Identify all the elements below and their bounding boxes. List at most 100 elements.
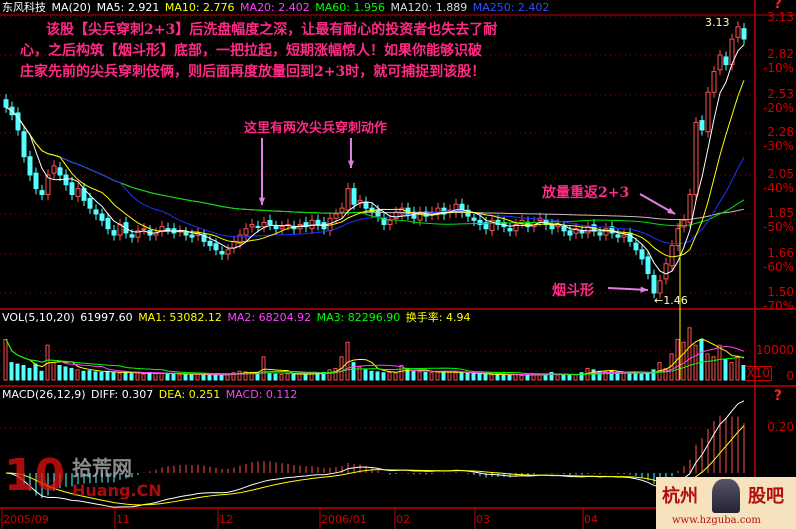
candle-body — [225, 249, 231, 255]
volume-bar — [447, 371, 452, 381]
candle-body — [357, 199, 363, 203]
candle-body — [249, 224, 255, 228]
volume-bar — [417, 371, 422, 381]
candle-body — [585, 226, 591, 234]
candle-body — [393, 211, 399, 219]
candle-body — [399, 207, 405, 215]
volume-bar — [441, 370, 446, 381]
vol-ma3: MA3: 82296.90 — [316, 311, 401, 324]
candle-body — [723, 56, 729, 66]
date-label: 12 — [219, 513, 233, 526]
logo-cn2: 股吧 — [748, 486, 784, 507]
date-label: 11 — [116, 513, 130, 526]
candle-body — [633, 242, 639, 251]
macd-tick-label: 0.20 — [767, 420, 794, 434]
ma250-value: MA250: 2.402 — [472, 1, 550, 14]
volume-bar — [159, 372, 164, 381]
candle-body — [45, 174, 51, 195]
percent-tick-label: -20% — [762, 101, 794, 115]
candle-body — [333, 213, 339, 219]
volume-bar — [633, 373, 638, 381]
annotation-line-3: 庄家先前的尖兵穿刺伎俩，则后面再度放量回到2+3时，就可捕捉到该股！ — [20, 64, 486, 80]
candle-body — [381, 217, 387, 226]
volume-bar — [381, 372, 386, 381]
volume-bar — [513, 373, 518, 381]
volume-bar — [153, 372, 158, 381]
arrow-return-head — [667, 207, 675, 214]
volume-bar — [81, 370, 86, 381]
candle-body — [87, 197, 93, 209]
price-tick-label: 3.13 — [767, 10, 794, 24]
return-label: 放量重返2+3 — [542, 185, 630, 201]
candle-body — [741, 28, 747, 40]
candle-body — [681, 219, 687, 228]
volume-bar — [21, 365, 26, 381]
volume-bar — [549, 371, 554, 381]
candle-body — [243, 228, 249, 236]
candle-body — [483, 222, 489, 230]
vol-ma3-line — [5, 339, 745, 375]
candle-body — [261, 221, 267, 228]
candle-body — [513, 224, 519, 232]
candle-body — [351, 188, 357, 205]
candle-body — [705, 91, 711, 133]
volume-bar — [717, 344, 722, 381]
volume-bar — [309, 373, 314, 381]
volume-bar — [531, 374, 536, 381]
candle-body — [495, 219, 501, 226]
pipe-label: 烟斗形 — [552, 283, 594, 299]
volume-bar — [129, 373, 134, 381]
candle-body — [69, 182, 75, 196]
percent-tick-label: -30% — [762, 139, 794, 153]
hzguba-logo: 杭州 股吧 www.hzguba.com — [656, 477, 796, 529]
candle-body — [699, 120, 705, 131]
candle-body — [183, 232, 189, 236]
candle-body — [711, 71, 717, 93]
candle-body — [15, 112, 21, 131]
low-price-label: ←1.46 — [654, 294, 688, 307]
high-price-label: 3.13 — [705, 16, 730, 29]
percent-tick-label: -10% — [762, 61, 794, 75]
candle-body — [207, 240, 213, 247]
date-label: 03 — [476, 513, 490, 526]
candle-body — [435, 207, 441, 215]
volume-bar — [297, 373, 302, 381]
price-tick-label: 1.66 — [767, 246, 794, 260]
volume-bar — [243, 371, 248, 381]
volume-bar — [189, 373, 194, 381]
ma10-line — [5, 80, 745, 258]
volume-bar — [27, 367, 32, 381]
vol-label: VOL(5,10,20) — [2, 311, 75, 324]
candle-body — [57, 167, 63, 176]
volume-bar — [3, 338, 8, 381]
volume-bar — [51, 362, 56, 381]
candle-body — [603, 228, 609, 236]
ma20-line — [5, 106, 745, 245]
candle-body — [33, 172, 39, 190]
price-tick-label: 2.28 — [767, 125, 794, 139]
candle-body — [597, 232, 603, 236]
volume-bar — [519, 374, 524, 381]
candle-body — [417, 211, 423, 221]
volume-bar — [63, 366, 68, 381]
candle-body — [387, 219, 393, 226]
volume-tick-label: 10000 — [755, 343, 794, 357]
volume-bar — [333, 367, 338, 381]
candle-body — [51, 165, 57, 174]
volume-bar — [729, 362, 734, 381]
volume-bar — [327, 369, 332, 381]
candle-body — [75, 188, 81, 197]
candle-body — [465, 209, 471, 217]
volume-bar — [705, 353, 710, 381]
annotation-line-1: 该股【尖兵穿刺2+3】后洗盘幅度之深，让最有耐心的投资者也失去了耐 — [46, 22, 498, 38]
candle-body — [675, 228, 681, 247]
candle-body — [267, 220, 273, 226]
volume-bar — [141, 373, 146, 381]
percent-tick-label: -50% — [762, 220, 794, 234]
logo-cn1: 杭州 — [662, 486, 698, 507]
candle-body — [609, 226, 615, 234]
candle-body — [345, 188, 351, 211]
vol-ma2: MA2: 68204.92 — [227, 311, 312, 324]
